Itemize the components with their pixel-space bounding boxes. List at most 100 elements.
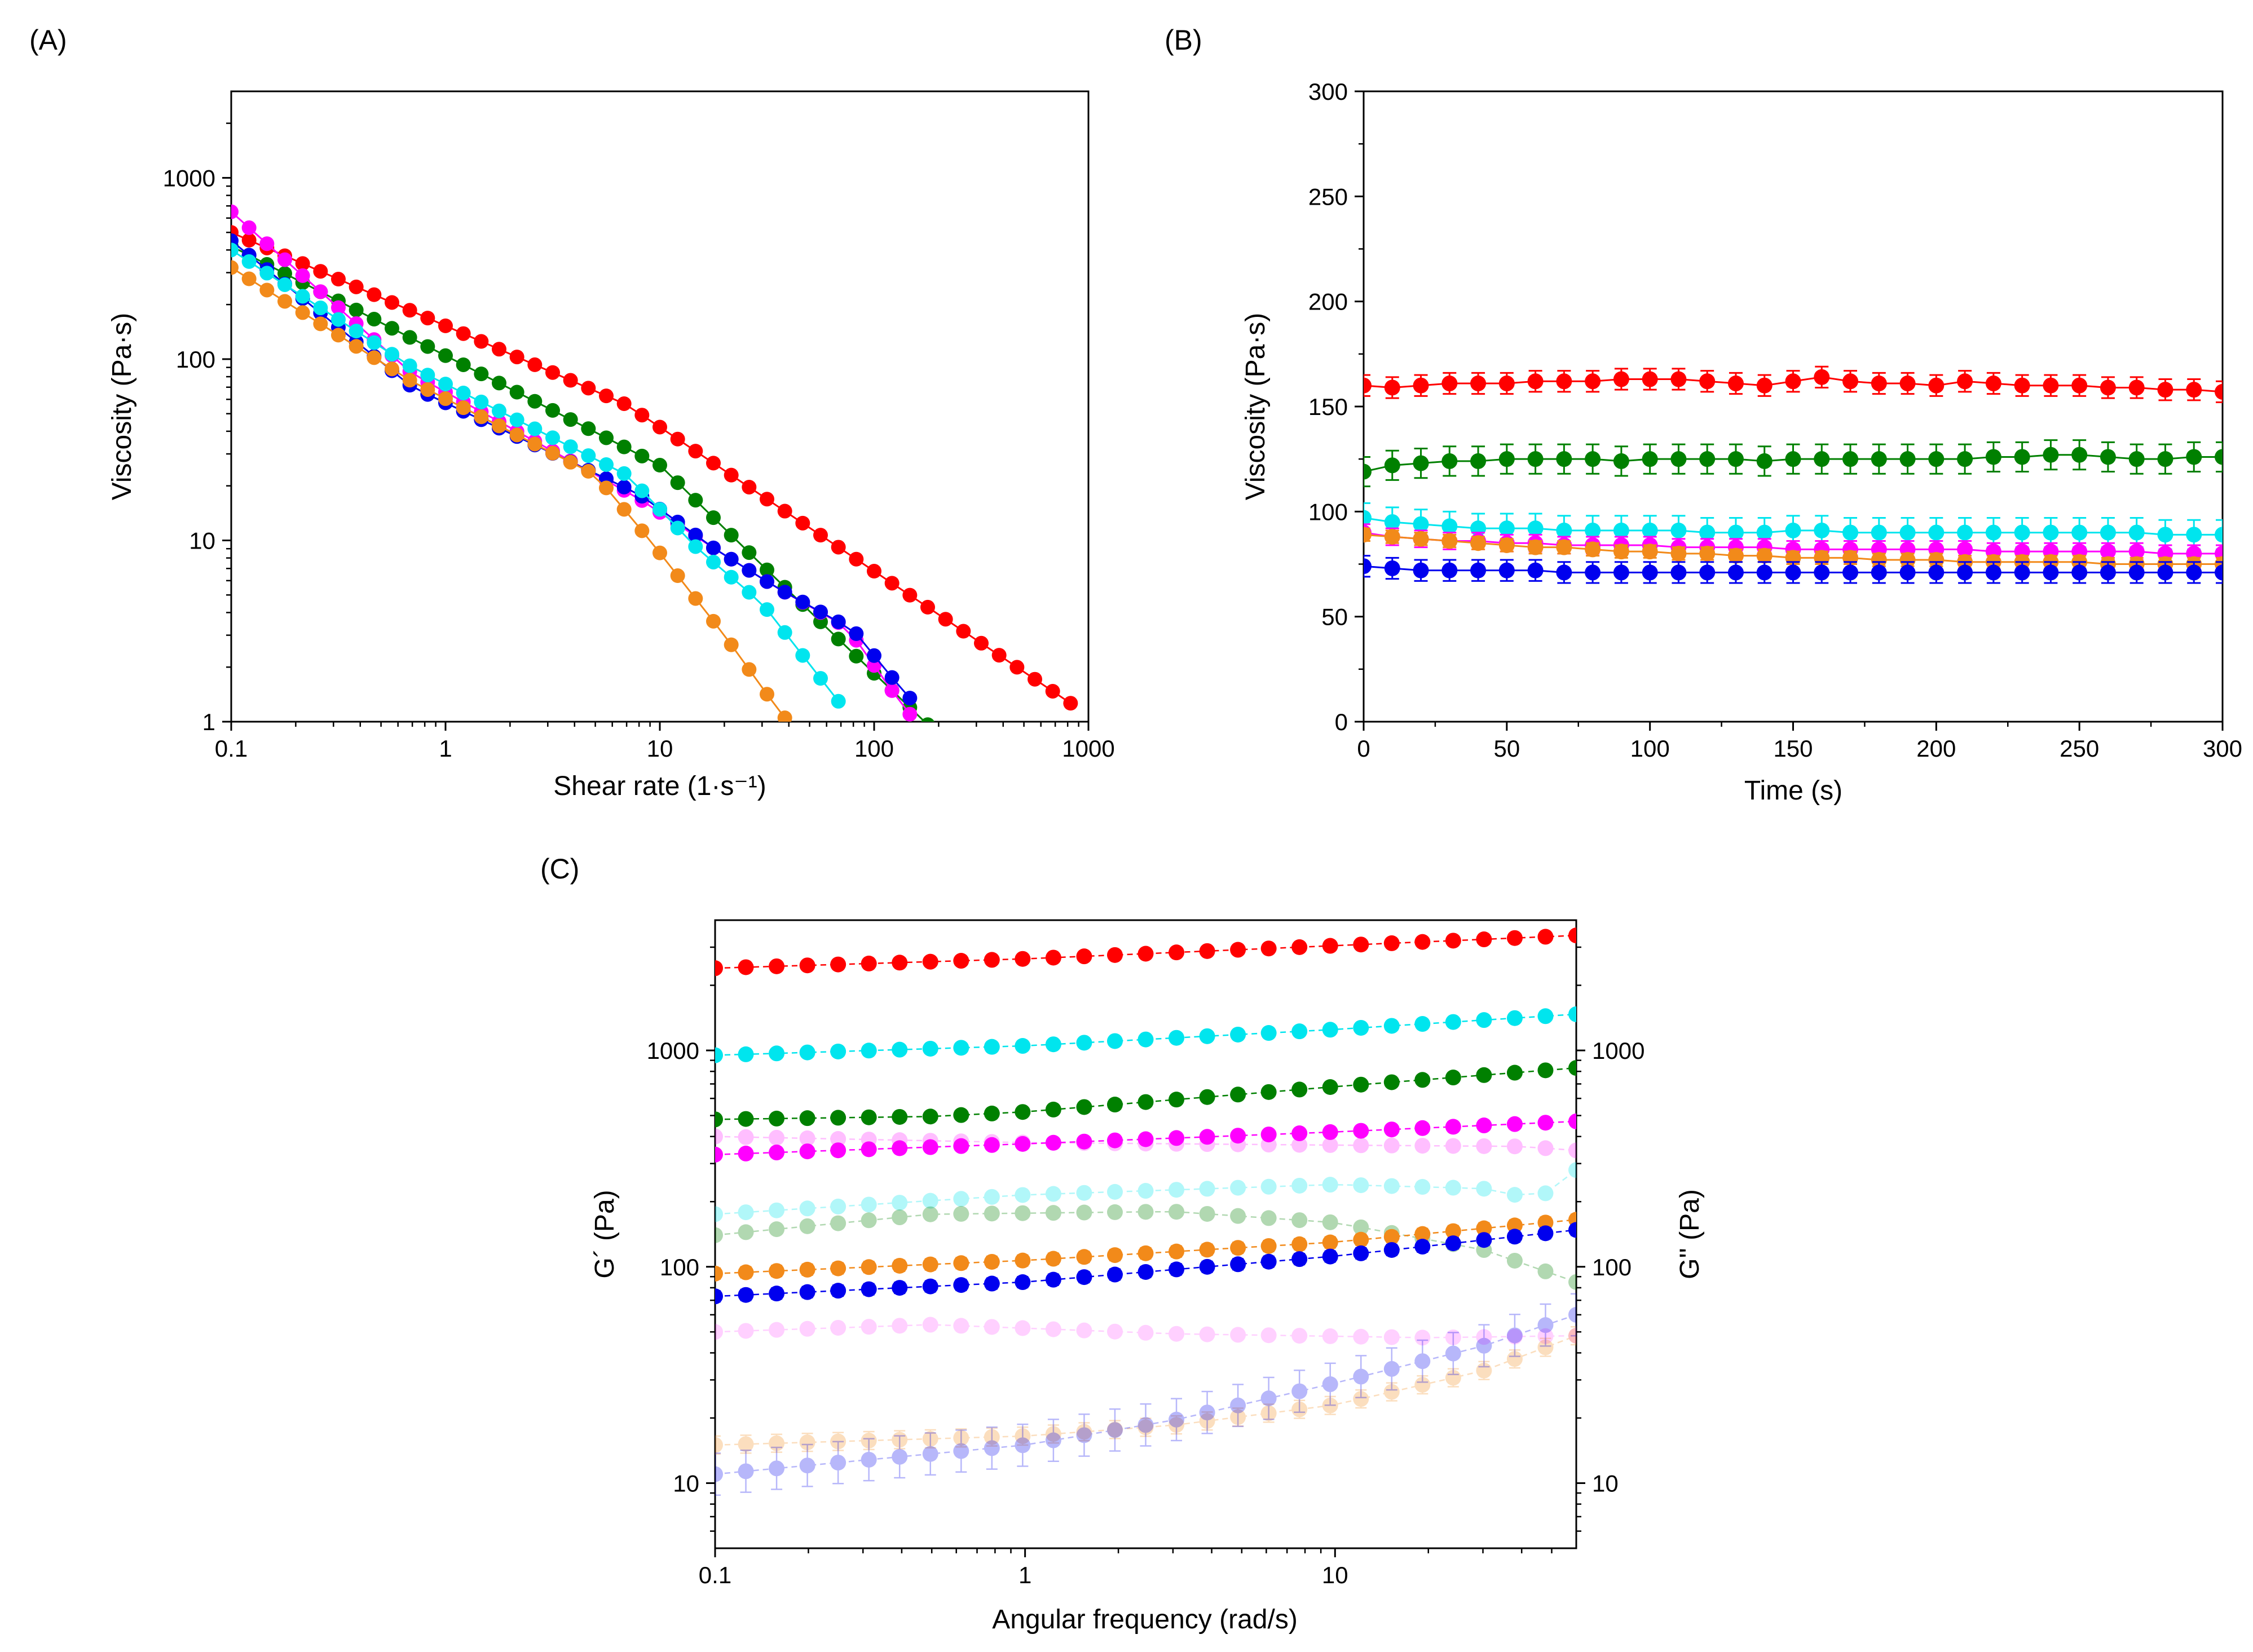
series-blue G''	[715, 1293, 1576, 1496]
data-point-green	[581, 421, 596, 436]
x-tick-label: 0.1	[699, 1562, 731, 1588]
data-point-magenta G'	[1199, 1129, 1215, 1145]
error-bar-blue G''	[1478, 1324, 1490, 1368]
data-point-red G'	[1291, 939, 1308, 955]
series-green	[231, 238, 934, 722]
data-point-green G'	[1537, 1062, 1554, 1079]
data-point-green G'	[1383, 1074, 1400, 1090]
series-magenta G'' (lower)	[715, 1317, 1576, 1346]
data-point-green G''	[799, 1218, 815, 1234]
data-point-cyan	[1928, 524, 1945, 541]
data-point-red	[973, 635, 989, 651]
data-point-green G''	[1322, 1214, 1338, 1230]
error-bar-magenta G''	[1386, 1141, 1397, 1150]
data-point-red	[384, 295, 399, 310]
error-bar-blue G''	[1447, 1332, 1459, 1376]
data-point-red	[1842, 373, 1859, 390]
error-bar-magenta G'' (lower)	[1509, 1331, 1520, 1342]
error-bar-orange G''	[1447, 1368, 1459, 1388]
data-point-blue G''	[1353, 1368, 1369, 1385]
data-point-cyan G'	[738, 1046, 754, 1062]
data-point-orange	[241, 271, 257, 286]
data-point-magenta G'' (lower)	[1322, 1328, 1338, 1344]
data-point-cyan G''	[1137, 1183, 1154, 1199]
series-line-orange G''	[715, 1335, 1576, 1446]
data-point-orange G'	[1322, 1234, 1338, 1251]
error-bar-orange G''	[771, 1433, 783, 1453]
error-bar-magenta G'' (lower)	[924, 1319, 936, 1330]
x-tick-label: 0	[1357, 735, 1370, 762]
data-point-green	[724, 528, 739, 543]
data-point-green	[1470, 453, 1487, 469]
data-point-orange G'	[1199, 1242, 1215, 1258]
data-point-cyan	[1785, 522, 1801, 538]
y-tick-label: 300	[1308, 78, 1348, 105]
data-point-red G'	[892, 955, 908, 971]
data-point-red	[1009, 660, 1025, 675]
panel-b-x-axis-title: Time (s)	[1744, 776, 1842, 806]
error-bar-cyan G''	[1201, 1183, 1213, 1194]
series-line-orange	[231, 267, 786, 719]
data-point-magenta G''	[1476, 1138, 1492, 1154]
data-point-blue	[2128, 564, 2145, 581]
data-point-cyan G'	[1568, 1006, 1576, 1022]
data-point-cyan G'	[1322, 1022, 1338, 1038]
data-point-cyan G''	[1291, 1177, 1308, 1194]
data-point-blue	[2100, 564, 2116, 581]
data-point-red G'	[1568, 927, 1576, 944]
data-point-magenta	[313, 284, 328, 299]
data-point-blue	[813, 604, 828, 620]
data-point-cyan	[438, 377, 453, 392]
error-bar-green G''	[1140, 1206, 1152, 1217]
data-point-blue	[1642, 564, 1658, 581]
panel-c: (C) 0.1 1 10 10 100 1000 10 100 1000 Angular fre…	[540, 853, 1705, 1635]
data-point-orange G''	[715, 1437, 723, 1453]
data-point-blue	[1527, 562, 1544, 578]
data-point-red	[616, 396, 632, 411]
data-point-cyan	[2128, 524, 2145, 541]
data-point-orange	[1441, 533, 1458, 549]
data-point-magenta G'	[953, 1138, 969, 1154]
data-point-blue	[2043, 564, 2059, 581]
data-point-cyan	[563, 439, 578, 454]
data-point-blue G''	[1169, 1411, 1185, 1428]
data-point-blue G'	[1414, 1239, 1431, 1255]
data-point-blue G''	[738, 1463, 754, 1479]
error-bar-orange G''	[986, 1427, 998, 1447]
data-point-green G'	[1506, 1064, 1523, 1081]
data-point-red G'	[830, 956, 846, 973]
data-point-green G''	[1076, 1204, 1092, 1221]
data-point-green	[1527, 451, 1544, 467]
y-tick-label: 50	[1321, 604, 1348, 630]
data-point-orange	[688, 591, 703, 606]
data-point-orange G''	[769, 1435, 785, 1451]
data-point-magenta G'' (lower)	[1015, 1320, 1031, 1336]
data-point-green G'	[861, 1109, 877, 1125]
data-point-blue G'	[1260, 1253, 1277, 1270]
error-bar-green G''	[771, 1223, 783, 1235]
data-point-magenta	[1957, 541, 1973, 558]
data-point-blue G'	[861, 1281, 877, 1297]
data-point-orange	[313, 316, 328, 332]
data-point-blue	[1957, 564, 1973, 581]
data-point-cyan G'	[1045, 1036, 1061, 1053]
error-bar-blue G''	[740, 1450, 752, 1493]
error-bar-cyan G''	[1232, 1182, 1244, 1193]
data-point-red	[849, 551, 864, 567]
data-point-cyan	[313, 301, 328, 316]
series-orange	[231, 260, 792, 722]
series-blue G'	[715, 1222, 1576, 1305]
error-bar-green G''	[894, 1212, 906, 1223]
error-bar-blue G''	[1294, 1370, 1306, 1414]
data-point-blue G'	[1445, 1235, 1461, 1252]
error-bar-blue G''	[1386, 1347, 1397, 1391]
y-tick-label: 1000	[647, 1037, 699, 1064]
data-point-blue G''	[1414, 1353, 1431, 1370]
data-point-magenta G'' (lower)	[799, 1320, 815, 1337]
x-tick-label: 200	[1916, 735, 1956, 762]
data-point-magenta G'' (lower)	[861, 1319, 877, 1335]
error-bar-magenta G'' (lower)	[1047, 1324, 1059, 1335]
panel-a-y-axis-title: Viscosity (Pa·s)	[107, 313, 137, 501]
data-point-cyan G'	[1537, 1008, 1554, 1024]
data-point-cyan	[759, 602, 774, 617]
